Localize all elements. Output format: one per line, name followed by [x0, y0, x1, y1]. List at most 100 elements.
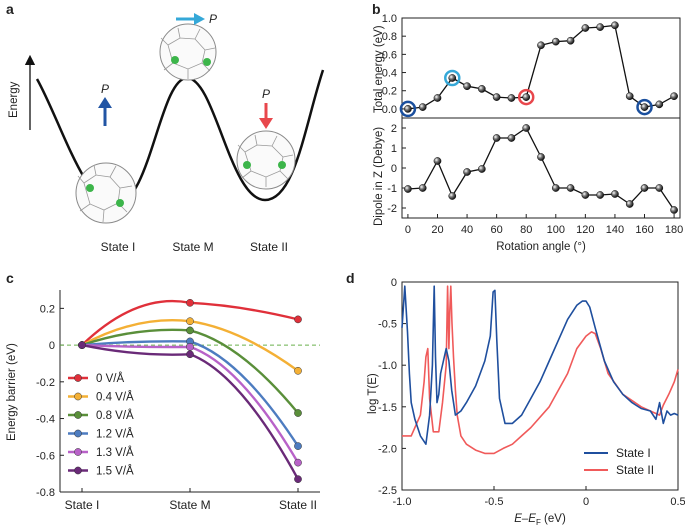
total-energy-point [581, 24, 590, 32]
barrier-point [294, 409, 302, 417]
x-tick-label: 180 [665, 224, 683, 236]
total-energy-point [640, 103, 649, 111]
legend-label: 1.3 V/Å [96, 446, 134, 459]
y-tick-label: 0.6 [382, 49, 397, 61]
y-tick-label: -2 [387, 203, 397, 215]
dipole-point [404, 185, 412, 193]
dipole-point [596, 191, 604, 199]
state-highlight-ring [444, 69, 461, 87]
dipole-point [507, 134, 516, 142]
y-tick-label: 1 [391, 143, 397, 155]
atom-icon [116, 199, 124, 207]
y-tick-label: -0.6 [36, 450, 55, 462]
y-tick-label: -1 [387, 183, 397, 195]
panel-letter-a: a [6, 1, 14, 17]
x-tick-label: 120 [576, 224, 594, 236]
panel-letter-c: c [6, 270, 14, 286]
total-energy-point [433, 94, 442, 102]
energy-axis-label: Energy [8, 81, 20, 118]
barrier-point [186, 299, 194, 307]
x-axis-title-main: E–E [514, 513, 536, 525]
polarization-label-state-2: P [262, 87, 270, 101]
state-highlight-ring [636, 98, 653, 116]
total-energy-point [418, 103, 427, 111]
x-tick-label: 20 [431, 224, 443, 236]
x-category-label: State II [279, 498, 317, 512]
legend-label: 0.8 V/Å [96, 409, 134, 422]
polarization-arrow-state-1: P [98, 82, 112, 126]
total-energy-point [478, 85, 486, 93]
atom-icon [86, 184, 94, 192]
y-tick-label: 0.4 [382, 68, 397, 80]
x-tick-label: 0 [405, 224, 411, 236]
dipole-point [537, 153, 545, 161]
barrier-point [186, 317, 194, 326]
y-axis-title-total-energy: Total energy (eV) [373, 25, 385, 113]
y-tick-label: -0.2 [36, 377, 55, 389]
total-energy-point [522, 93, 531, 101]
total-energy-line [407, 24, 675, 110]
y-tick-label: 0 [391, 277, 397, 289]
y-axis-title: Energy barrier (eV) [6, 343, 18, 441]
dipole-point [418, 184, 427, 192]
state-highlight-ring [517, 88, 535, 106]
barrier-point [294, 475, 302, 483]
legend-marker [74, 392, 82, 401]
barrier-point [294, 366, 302, 375]
panel-letter-d: d [346, 270, 355, 286]
x-tick-label: 0.5 [670, 496, 685, 508]
atom-icon [278, 161, 286, 169]
polarization-label-state-1: P [101, 82, 109, 96]
y-tick-label: -2.0 [378, 443, 397, 455]
y-tick-label: 0 [391, 163, 397, 175]
x-category-label: State M [169, 498, 210, 512]
barrier-point [186, 350, 194, 359]
dipole-point [581, 191, 590, 199]
barrier-point [294, 458, 302, 467]
transmission-line-state-2 [402, 285, 679, 455]
y-tick-label: 0.2 [382, 86, 397, 98]
atom-icon [243, 161, 251, 169]
panel-d: d -2.5 -2.0 -1.5 -1.0 -0.5 0 -1.0 -0.5 0 0.5 E–EF … [346, 270, 685, 527]
x-category-label: State I [65, 498, 100, 512]
fullerene-state-m [159, 23, 217, 81]
y-tick-label: -2.5 [378, 485, 397, 497]
legend-label: State I [616, 446, 651, 460]
dipole-point [478, 165, 486, 173]
dipole-point [625, 200, 634, 208]
total-energy-point [566, 36, 575, 45]
y-tick-label: 0 [49, 340, 55, 352]
total-energy-point [463, 82, 471, 91]
legend-marker [74, 374, 82, 382]
x-axis-title: Rotation angle (°) [496, 241, 586, 253]
y-tick-label: 0.8 [382, 31, 397, 43]
y-tick-label: -1.5 [378, 402, 397, 414]
legend-marker [74, 411, 82, 419]
barrier-point [186, 343, 194, 351]
y-tick-label: -1.0 [378, 360, 397, 372]
state-label-m: State M [172, 240, 213, 254]
state-highlight-ring [399, 100, 417, 118]
x-tick-label: 140 [606, 224, 624, 236]
x-tick-label: -0.5 [485, 496, 504, 508]
y-axis-title-dipole: Dipole in Z (Debye) [373, 127, 385, 226]
barrier-curve [81, 343, 300, 464]
dipole-point [670, 206, 678, 214]
dipole-point [611, 190, 619, 198]
transmission-line-state-1 [401, 285, 679, 445]
polarization-label-state-m: P [209, 12, 217, 26]
x-tick-label: 80 [520, 224, 532, 236]
fullerene-state-2 [236, 130, 296, 190]
x-tick-label: -1.0 [393, 496, 412, 508]
dipole-point [463, 168, 471, 176]
dipole-point [566, 184, 575, 192]
dipole-point [433, 157, 442, 165]
legend-marker [74, 466, 82, 475]
barrier-point [78, 341, 86, 349]
x-axis-title-unit: (eV) [541, 513, 566, 525]
x-axis-title: E–EF (eV) [514, 513, 566, 527]
barrier-point [294, 442, 302, 450]
plot-frame [401, 281, 679, 491]
